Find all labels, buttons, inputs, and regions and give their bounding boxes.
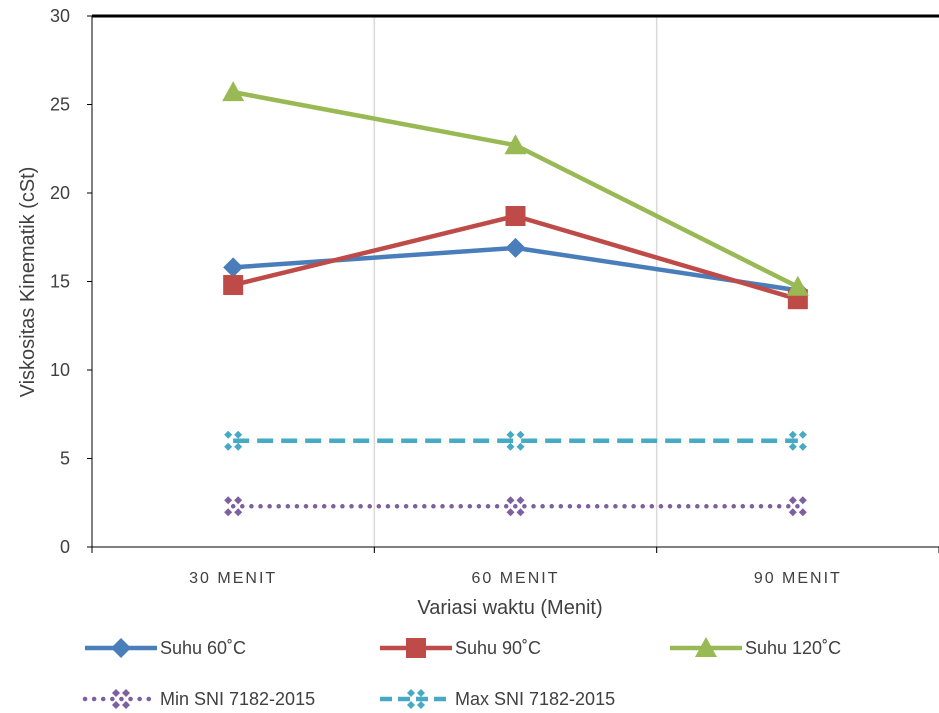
legend-label: Max SNI 7182-2015 xyxy=(455,689,615,709)
legend-label: Suhu 120˚C xyxy=(745,638,841,658)
star-marker xyxy=(224,430,243,451)
legend-entry: Min SNI 7182-2015 xyxy=(82,689,315,709)
star-marker-part xyxy=(224,442,233,451)
diamond-marker xyxy=(111,638,131,658)
star-marker-part xyxy=(122,689,130,697)
legend-entry: Max SNI 7182-2015 xyxy=(380,689,615,709)
x-tick-label: 60 MENIT xyxy=(471,570,559,587)
star-marker-part xyxy=(417,689,425,697)
square-marker xyxy=(406,638,426,658)
star-marker-part xyxy=(506,430,515,439)
series-2 xyxy=(222,81,809,296)
star-marker xyxy=(407,689,425,709)
grid-lines xyxy=(373,16,658,553)
star-marker-part xyxy=(417,701,425,709)
star-marker-part xyxy=(506,496,515,505)
x-tick-label: 90 MENIT xyxy=(754,570,842,587)
star-marker-part xyxy=(112,689,120,697)
y-tick-label: 5 xyxy=(60,449,70,469)
star-marker-part xyxy=(516,430,525,439)
diamond-marker xyxy=(223,257,244,278)
star-marker xyxy=(788,496,807,517)
legend-entry: Suhu 90˚C xyxy=(380,638,541,658)
star-marker xyxy=(506,430,525,451)
star-marker-part xyxy=(516,442,525,451)
x-tick-labels: 30 MENIT 60 MENIT 90 MENIT xyxy=(189,570,842,587)
y-tick-label: 20 xyxy=(50,183,70,203)
x-axis-title: Variasi waktu (Menit) xyxy=(417,597,602,619)
y-axis-title: Viskositas Kinematik (cSt) xyxy=(17,167,39,398)
star-marker-part xyxy=(798,430,807,439)
triangle-marker xyxy=(786,275,809,296)
series-3 xyxy=(224,496,807,517)
star-marker-part xyxy=(506,442,515,451)
star-marker-part xyxy=(234,496,243,505)
legend-entry: Suhu 60˚C xyxy=(85,638,246,658)
y-tick-label: 30 xyxy=(50,6,70,26)
y-tick-label: 0 xyxy=(60,537,70,557)
x-tick-label: 30 MENIT xyxy=(189,570,277,587)
triangle-marker xyxy=(222,81,245,102)
y-tick-label: 10 xyxy=(50,360,70,380)
series-lines xyxy=(222,81,809,517)
star-marker-part xyxy=(798,496,807,505)
star-marker-part xyxy=(224,430,233,439)
axes xyxy=(87,14,939,553)
star-marker-part xyxy=(516,496,525,505)
y-tick-labels: 0 5 10 15 20 25 30 xyxy=(50,6,70,557)
legend-label: Min SNI 7182-2015 xyxy=(160,689,315,709)
star-marker xyxy=(112,689,130,709)
star-marker-part xyxy=(798,442,807,451)
triangle-marker xyxy=(695,637,717,657)
square-marker xyxy=(505,206,526,227)
y-tick-label: 25 xyxy=(50,95,70,115)
star-marker-part xyxy=(234,442,243,451)
legend-label: Suhu 60˚C xyxy=(160,638,246,658)
star-marker-part xyxy=(798,508,807,517)
star-marker-part xyxy=(407,689,415,697)
star-marker-part xyxy=(224,496,233,505)
series-4 xyxy=(224,430,807,451)
star-marker-part xyxy=(788,442,797,451)
star-marker xyxy=(506,496,525,517)
star-marker-part xyxy=(506,508,515,517)
star-marker-part xyxy=(234,508,243,517)
legend-label: Suhu 90˚C xyxy=(455,638,541,658)
star-marker-part xyxy=(788,430,797,439)
star-marker-part xyxy=(234,430,243,439)
star-marker-part xyxy=(788,508,797,517)
star-marker xyxy=(788,430,807,451)
diamond-marker xyxy=(505,237,526,258)
square-marker xyxy=(223,275,244,296)
star-marker-part xyxy=(407,701,415,709)
legend-entry: Suhu 120˚C xyxy=(670,637,841,658)
legend: Suhu 60˚C Suhu 90˚C Suhu 120˚C Min SNI 7182… xyxy=(82,637,841,709)
star-marker-part xyxy=(788,496,797,505)
star-marker-part xyxy=(112,701,120,709)
triangle-marker xyxy=(504,134,527,155)
y-tick-label: 15 xyxy=(50,272,70,292)
star-marker-part xyxy=(224,508,233,517)
star-marker-part xyxy=(516,508,525,517)
star-marker-part xyxy=(122,701,130,709)
star-marker xyxy=(224,496,243,517)
